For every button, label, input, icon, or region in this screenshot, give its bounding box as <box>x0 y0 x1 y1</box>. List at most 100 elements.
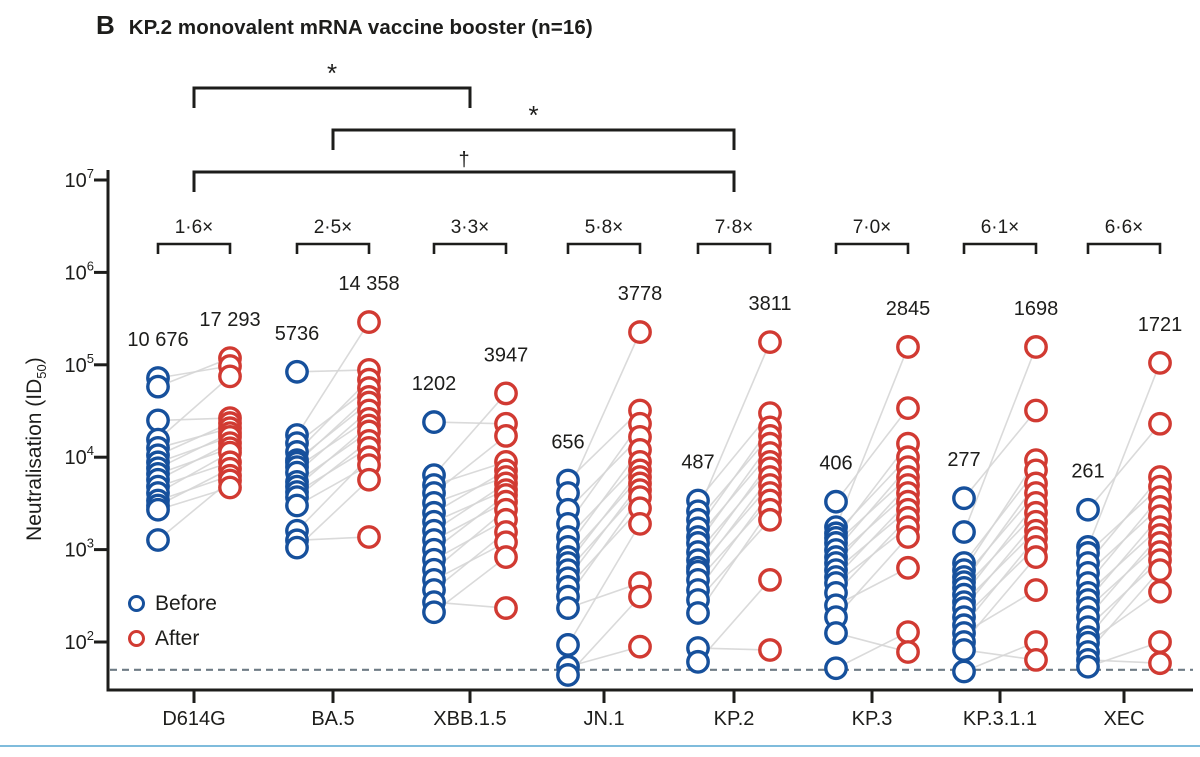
pair-line <box>296 536 370 542</box>
pair-line <box>835 443 909 539</box>
before-point <box>556 663 580 687</box>
pair-line <box>963 492 1037 578</box>
pair-line <box>296 440 370 498</box>
pair-line <box>697 484 771 569</box>
fold-change-label: 6·6× <box>1105 217 1144 238</box>
after-point <box>1024 398 1048 423</box>
after-point <box>758 567 782 592</box>
before-point <box>824 656 848 681</box>
gmt-before-label: 5736 <box>275 323 320 345</box>
pair-line <box>1087 526 1161 594</box>
y-axis-label-close: ) <box>22 357 46 365</box>
fold-change-bracket <box>432 242 508 254</box>
pair-line <box>433 509 507 571</box>
significance-bracket <box>192 86 472 108</box>
before-point <box>146 497 170 522</box>
fold-change-label: 5·8× <box>585 217 624 238</box>
x-tick-label: D614G <box>162 708 225 730</box>
pair-line <box>835 536 909 618</box>
pair-line <box>835 484 909 564</box>
pair-line <box>1087 423 1161 511</box>
before-point <box>146 408 170 433</box>
group-JN.1 <box>556 320 652 687</box>
pair-lines <box>157 321 1161 676</box>
fold-change-bracket <box>1086 242 1162 254</box>
gmt-before-label: 656 <box>551 431 584 453</box>
after-point <box>896 640 920 664</box>
after-point <box>357 310 381 334</box>
pair-line <box>1087 569 1161 653</box>
pair-line <box>433 556 507 613</box>
before-point <box>686 649 710 674</box>
pair-line <box>157 451 231 494</box>
before-point <box>824 489 848 514</box>
after-point <box>628 511 652 536</box>
after-point <box>896 555 920 580</box>
group-KP.3 <box>824 335 920 681</box>
pair-line <box>296 401 370 461</box>
before-point <box>952 486 976 511</box>
after-point <box>1148 579 1172 604</box>
after-point <box>758 638 782 662</box>
after-point <box>1148 651 1172 676</box>
before-point <box>952 638 976 662</box>
pair-line <box>835 407 909 503</box>
pair-line <box>433 435 507 494</box>
after-point <box>1024 578 1048 602</box>
pair-line <box>567 523 641 646</box>
after-point <box>1148 411 1172 436</box>
pair-line <box>697 519 771 601</box>
pair-line <box>157 436 231 464</box>
fold-change-label: 2·5× <box>314 217 353 238</box>
pair-line <box>1087 659 1161 664</box>
x-tick-label: BA.5 <box>311 708 354 730</box>
before-point <box>952 659 976 684</box>
fold-change-label: 7·8× <box>715 217 754 238</box>
y-tick-label: 105 <box>65 351 94 377</box>
fold-change-bracket <box>834 242 910 254</box>
gmt-after-label: 1721 <box>1138 314 1183 336</box>
after-point <box>357 525 381 549</box>
group-KP.2 <box>686 330 782 674</box>
pair-line <box>433 494 507 551</box>
pair-line <box>433 392 507 476</box>
before-point <box>824 621 848 645</box>
after-point <box>1024 648 1048 672</box>
pair-line <box>835 476 909 544</box>
gmt-before-label: 277 <box>947 449 980 471</box>
after-point <box>1148 350 1172 375</box>
before-marker-icon <box>128 595 145 612</box>
after-point <box>628 320 652 344</box>
pair-line <box>157 375 231 441</box>
after-point <box>218 364 242 389</box>
pair-line <box>963 469 1037 564</box>
after-marker-icon <box>128 630 145 647</box>
after-point <box>218 475 242 500</box>
pair-line <box>567 596 641 676</box>
pair-line <box>157 461 231 488</box>
pair-line <box>157 442 231 481</box>
pair-line <box>963 521 1037 609</box>
x-tick-label: KP.2 <box>714 708 755 730</box>
pair-line <box>963 410 1037 499</box>
fold-change-bracket <box>962 242 1038 254</box>
y-tick-label: 104 <box>65 443 94 469</box>
panel-label: B <box>96 10 115 40</box>
pair-line <box>963 641 1037 673</box>
pair-line <box>157 432 231 469</box>
pair-line <box>1087 534 1161 618</box>
pair-line <box>567 331 641 494</box>
fold-change-label: 7·0× <box>853 217 892 238</box>
before-point <box>285 493 309 518</box>
pair-line <box>963 346 1037 533</box>
after-point <box>1148 630 1172 654</box>
after-point <box>896 396 920 420</box>
pair-line <box>963 649 1037 661</box>
significance-symbol: * <box>528 100 538 130</box>
x-tick-label: XEC <box>1103 708 1144 730</box>
pair-line <box>567 449 641 548</box>
after-point <box>494 424 518 448</box>
after-point <box>1024 545 1048 569</box>
